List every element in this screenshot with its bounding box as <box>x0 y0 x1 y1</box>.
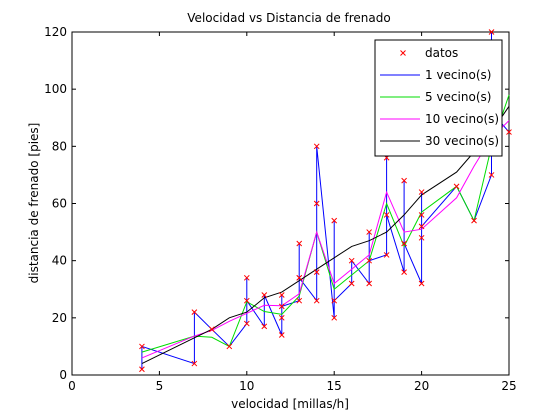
y-tick-label: 60 <box>52 197 67 211</box>
x-tick-label: 25 <box>501 379 516 393</box>
data-point <box>313 269 320 275</box>
y-tick-label: 100 <box>44 82 67 96</box>
data-point <box>366 280 373 287</box>
data-point <box>471 217 477 224</box>
data-point <box>453 183 460 190</box>
x-tick-label: 10 <box>239 379 254 393</box>
data-point <box>313 143 320 150</box>
data-point <box>261 292 268 298</box>
data-point <box>383 212 390 218</box>
data-point <box>278 314 285 321</box>
data-point <box>418 212 425 218</box>
legend-label: 5 vecino(s) <box>425 90 491 104</box>
data-point <box>191 360 198 367</box>
data-point <box>488 29 495 35</box>
data-point <box>488 172 495 178</box>
data-point <box>296 240 303 247</box>
data-point <box>278 292 285 298</box>
data-point <box>208 326 215 333</box>
y-axis-label: distancia de frenado [pies] <box>27 123 41 284</box>
legend: datos 1 vecino(s) 5 vecino(s) 10 vecino(s) 3… <box>374 39 503 157</box>
data-point <box>243 274 250 281</box>
data-point <box>191 309 198 315</box>
data-point <box>278 303 285 310</box>
data-point <box>401 177 407 184</box>
data-point <box>278 332 285 338</box>
series-line-3 <box>141 120 510 359</box>
data-point <box>366 257 373 264</box>
data-point <box>383 252 390 258</box>
y-tick-label: 120 <box>44 25 67 39</box>
y-tick-label: 20 <box>52 311 67 325</box>
data-point <box>331 297 338 304</box>
legend-label: 10 vecino(s) <box>425 112 499 126</box>
data-point <box>348 257 355 264</box>
data-point <box>418 280 425 287</box>
data-point <box>331 314 338 321</box>
data-point <box>401 240 407 247</box>
data-point <box>506 129 512 135</box>
y-tick-label: 40 <box>52 254 67 268</box>
data-point <box>243 297 250 304</box>
chart-title: Velocidad vs Distancia de frenado <box>187 11 390 25</box>
legend-marker <box>400 50 406 56</box>
data-point <box>418 223 425 230</box>
x-tick-label: 0 <box>68 379 76 393</box>
y-tick-label: 80 <box>52 139 67 153</box>
data-point <box>348 280 355 287</box>
data-point <box>331 217 338 224</box>
x-tick-label: 20 <box>414 379 429 393</box>
data-point <box>296 297 303 304</box>
data-point <box>226 343 233 350</box>
legend-label: 30 vecino(s) <box>425 134 499 148</box>
ticks-layer: 0 5 10 15 20 25 0 20 40 60 80 100 120 <box>44 25 517 393</box>
series-line-4 <box>141 106 510 365</box>
x-tick-label: 5 <box>156 379 164 393</box>
data-point <box>243 320 250 327</box>
data-point <box>296 274 303 281</box>
legend-label: 1 vecino(s) <box>425 68 491 82</box>
data-point <box>313 200 320 207</box>
legend-box <box>374 39 503 157</box>
data-point <box>261 323 268 330</box>
data-point <box>139 343 145 350</box>
data-point <box>313 297 320 304</box>
x-axis-label: velocidad [millas/h] <box>231 397 349 411</box>
data-point <box>418 234 425 241</box>
legend-label: datos <box>425 46 458 60</box>
x-tick-label: 15 <box>327 379 342 393</box>
y-tick-label: 0 <box>59 368 67 382</box>
data-point <box>418 189 425 195</box>
data-point <box>366 229 373 235</box>
data-point <box>401 269 407 275</box>
data-point <box>139 366 145 373</box>
